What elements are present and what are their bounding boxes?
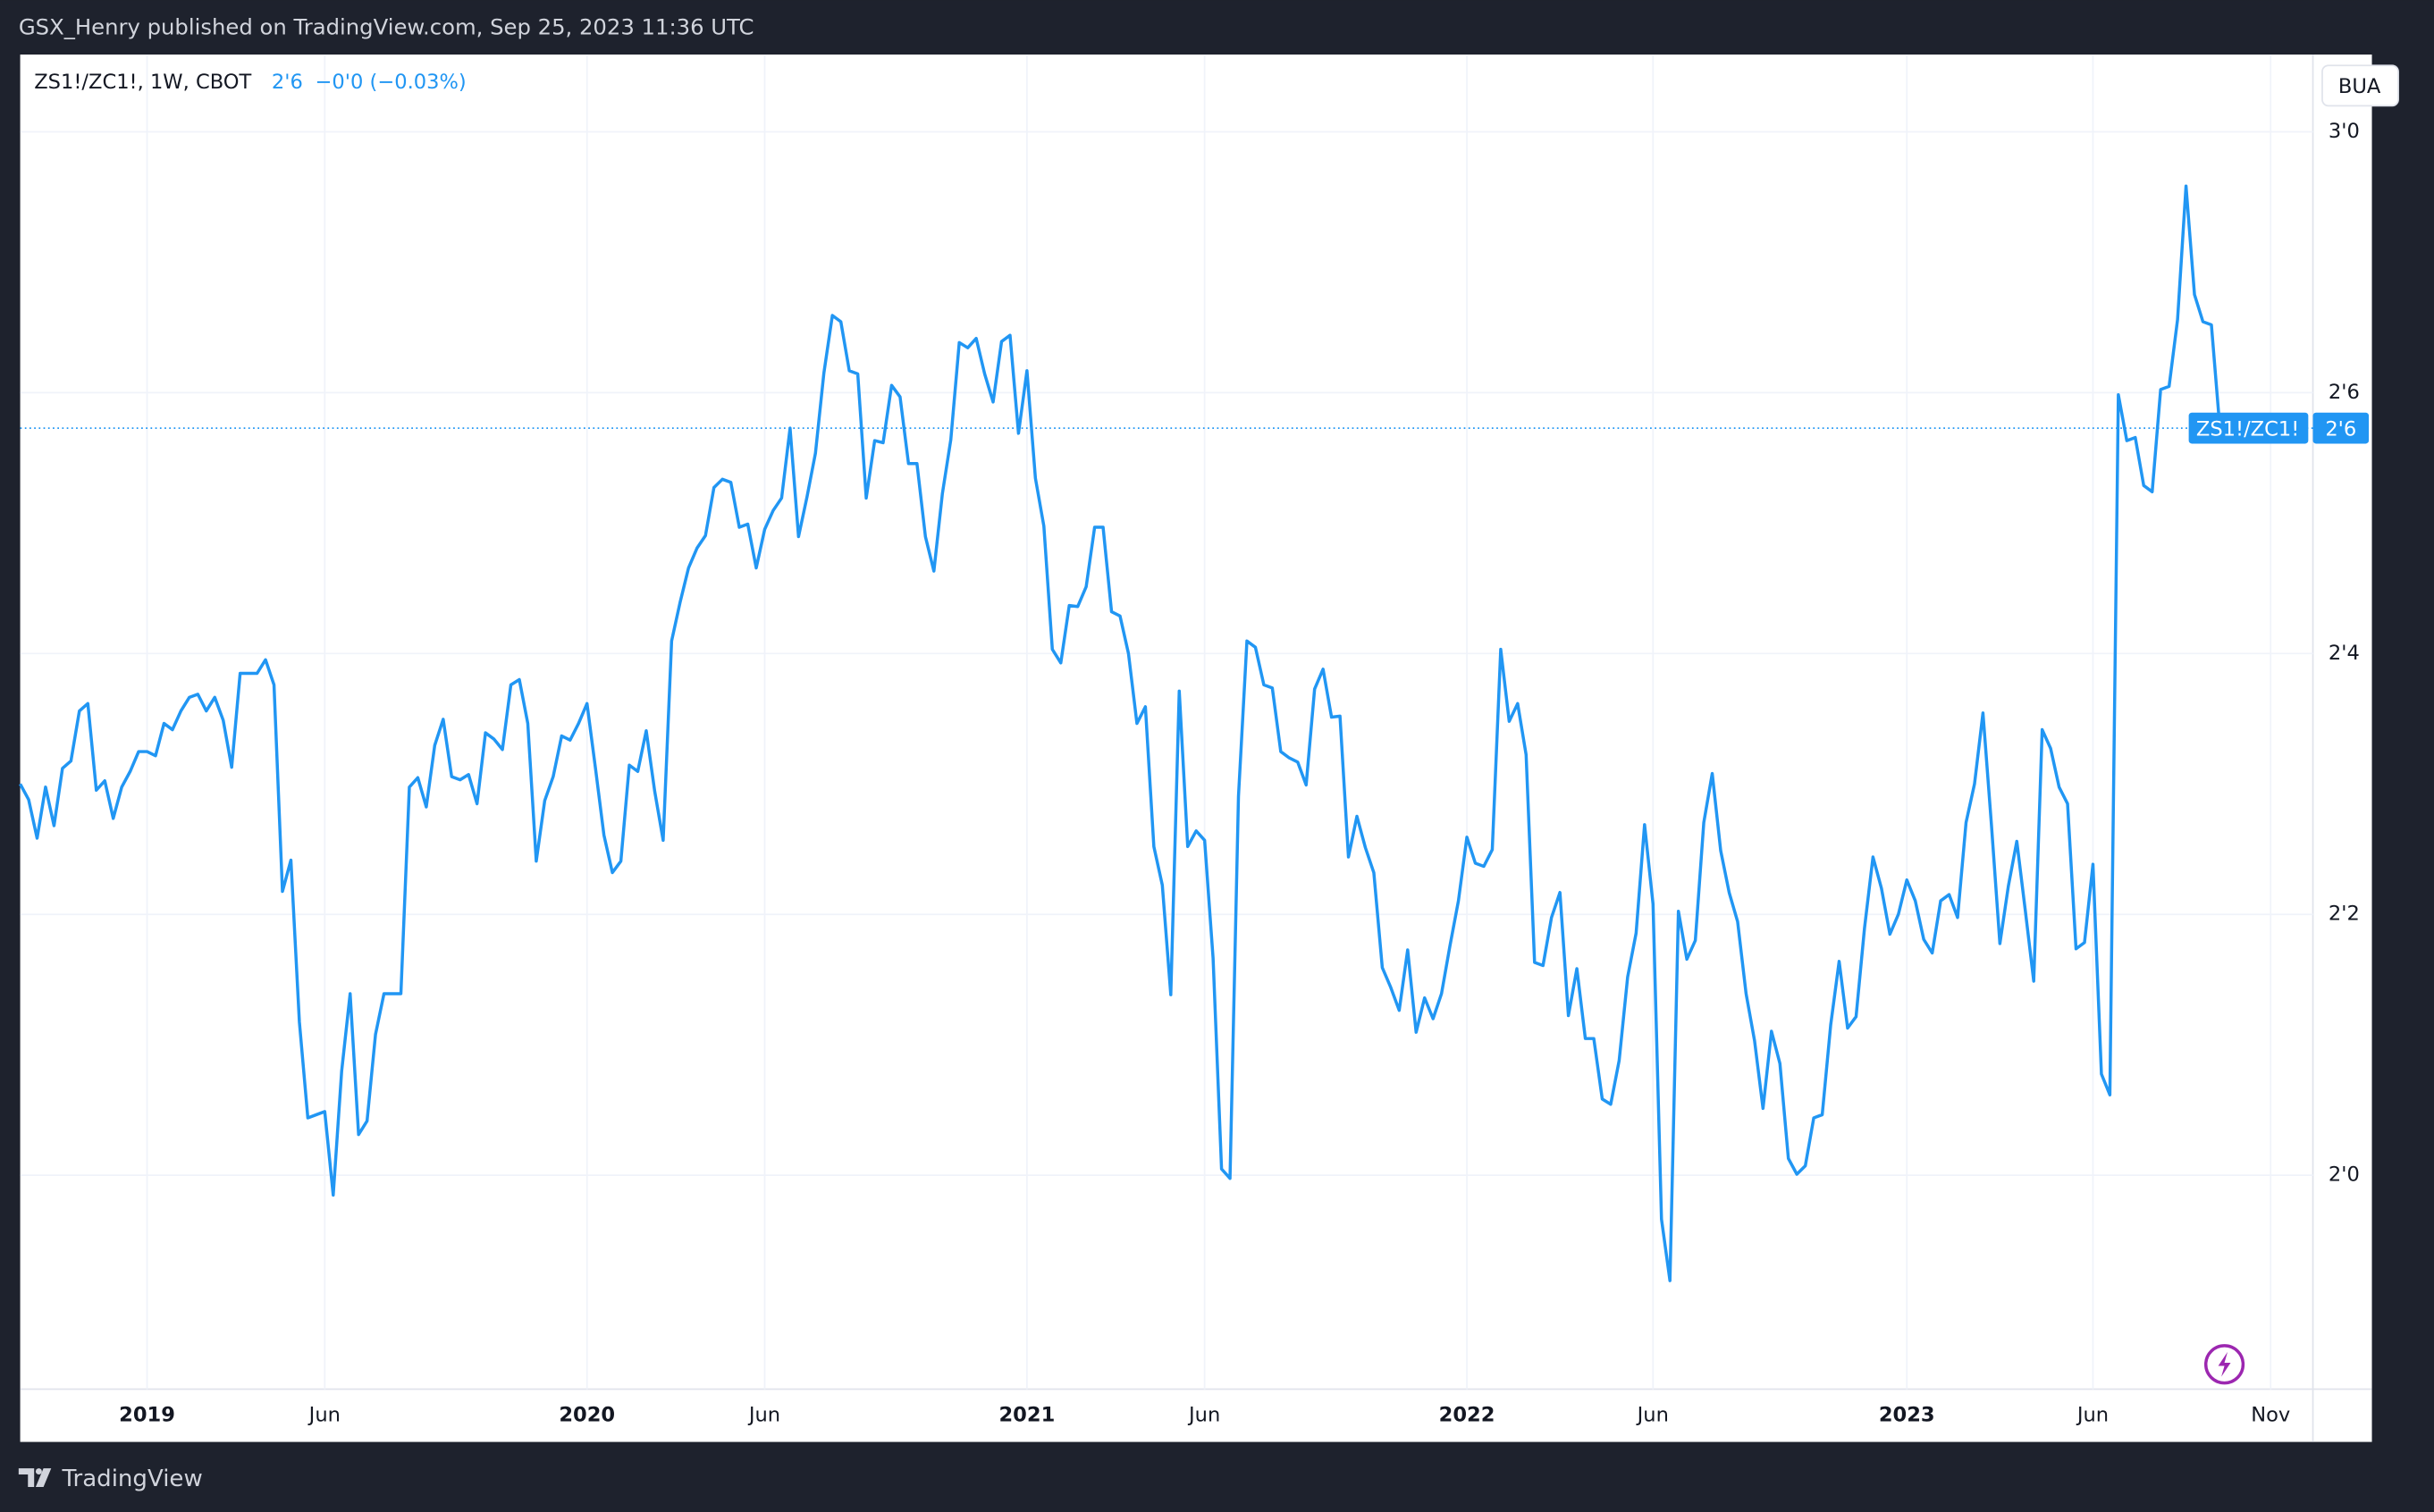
x-tick-label: 2020: [559, 1404, 615, 1427]
price-change: −0'0 (−0.03%): [316, 71, 467, 94]
publisher: GSX_Henry published on TradingView.com, …: [19, 14, 754, 40]
currency-label[interactable]: BUA: [2338, 75, 2381, 98]
y-tick-label: 2'0: [2329, 1163, 2360, 1187]
x-tick-label: 2023: [1879, 1404, 1935, 1427]
x-tick-label: Jun: [1187, 1404, 1220, 1427]
x-tick-label: Jun: [307, 1404, 341, 1427]
brand-logo: [18, 1468, 52, 1487]
price-tag-label: 2'6: [2325, 417, 2356, 441]
x-tick-label: Jun: [1636, 1404, 1669, 1427]
price-tag-name-box: [2188, 412, 2309, 444]
symbol-info: ZS1!/ZC1!, 1W, CBOT: [34, 71, 251, 94]
x-tick-label: Nov: [2251, 1404, 2290, 1427]
y-tick-label: 2'4: [2329, 642, 2360, 665]
last-price: 2'6: [272, 71, 303, 94]
x-tick-label: Jun: [747, 1404, 780, 1427]
x-tick-label: 2021: [998, 1404, 1055, 1427]
y-tick-label: 2'2: [2329, 903, 2360, 926]
currency-button[interactable]: [2321, 64, 2399, 107]
chart-pane: [20, 55, 2372, 1442]
brand-name: TradingView: [61, 1466, 202, 1492]
price-tag-name: ZS1!/ZC1!: [2196, 417, 2299, 441]
x-tick-label: Jun: [2076, 1404, 2109, 1427]
y-tick-label: 2'6: [2329, 381, 2360, 404]
x-tick-label: 2019: [119, 1404, 175, 1427]
replay-icon[interactable]: [2203, 1344, 2245, 1385]
price-line: [19, 184, 2222, 1282]
x-tick-label: 2022: [1439, 1404, 1495, 1427]
price-tag-box: [2312, 412, 2370, 444]
y-tick-label: 3'0: [2329, 120, 2360, 143]
